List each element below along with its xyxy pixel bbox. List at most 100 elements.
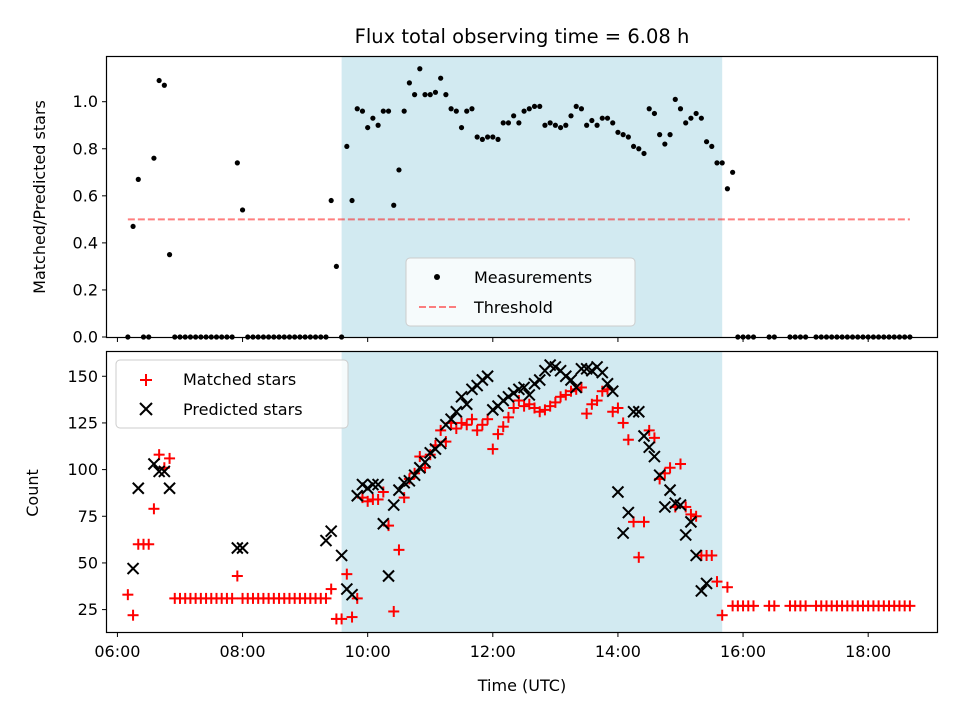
measurement-point <box>693 110 699 117</box>
matched-stars-point <box>612 402 624 414</box>
predicted-stars-point <box>486 403 500 417</box>
predicted-stars-point <box>408 468 421 482</box>
top-ytick-label: 1.0 <box>73 92 98 111</box>
predicted-stars-point <box>465 383 479 396</box>
measurement-point <box>412 92 418 98</box>
predicted-stars-series <box>126 358 713 601</box>
measurement-point <box>396 167 402 173</box>
predicted-stars-point <box>616 526 630 540</box>
matched-stars-point <box>706 549 718 561</box>
measurement-point <box>688 115 694 121</box>
measurement-point <box>516 120 522 126</box>
measurement-point <box>375 122 381 128</box>
predicted-stars-point <box>460 398 473 411</box>
matched-stars-point <box>362 495 374 507</box>
measurement-point <box>370 115 376 121</box>
predicted-stars-point <box>497 394 510 407</box>
bottom-ytick-label: 50 <box>78 553 98 572</box>
matched-stars-point <box>800 600 812 612</box>
predicted-stars-point <box>163 482 176 495</box>
predicted-stars-point <box>392 483 406 497</box>
predicted-stars-point <box>559 370 573 383</box>
predicted-stars-point <box>611 485 625 499</box>
predicted-stars-point <box>622 506 635 519</box>
bottom-legend: Matched stars Predicted stars <box>115 359 349 429</box>
predicted-stars-point <box>377 517 390 530</box>
bottom-ytick-label: 75 <box>78 507 98 526</box>
measurement-point <box>521 108 527 114</box>
measurement-point <box>589 117 595 124</box>
predicted-stars-point <box>502 390 515 404</box>
bottom-y-axis-label: Count <box>23 469 42 517</box>
predicted-stars-point <box>418 455 432 469</box>
predicted-stars-point <box>684 515 698 529</box>
predicted-stars-point <box>570 381 583 394</box>
predicted-stars-point <box>564 373 578 387</box>
measurement-point <box>406 80 412 86</box>
measurement-point <box>135 176 141 182</box>
measurement-point <box>385 108 392 114</box>
top-legend-box <box>405 257 636 327</box>
matched-stars-point <box>388 605 400 617</box>
predicted-stars-point <box>679 528 692 542</box>
measurement-point <box>703 139 710 145</box>
matched-stars-point <box>122 589 134 601</box>
legend-measurements-marker <box>434 274 440 280</box>
predicted-stars-point <box>324 524 338 538</box>
measurement-point <box>380 108 386 114</box>
top-y-axis-label: Matched/Predicted stars <box>30 100 49 294</box>
matched-stars-point <box>231 570 243 582</box>
predicted-stars-point <box>434 437 447 450</box>
predicted-stars-point <box>319 534 333 547</box>
measurement-point <box>599 115 605 121</box>
matched-stars-point <box>226 592 238 604</box>
measurement-point <box>156 77 162 84</box>
predicted-stars-point <box>689 549 703 562</box>
measurement-point <box>573 103 579 110</box>
matched-stars-point <box>492 428 504 440</box>
measurement-point <box>683 120 689 126</box>
measurement-point <box>625 134 631 140</box>
matched-stars-series <box>122 381 916 625</box>
predicted-stars-point <box>147 457 161 471</box>
predicted-stars-point <box>366 478 380 491</box>
measurement-point <box>239 207 246 213</box>
matched-stars-point <box>518 400 530 412</box>
measurement-point <box>672 96 678 102</box>
bottom-xtick-label: 18:00 <box>845 642 891 661</box>
x-axis-label: Time (UTC) <box>477 676 566 695</box>
bottom-ytick-label: 125 <box>67 413 98 432</box>
measurement-point <box>349 197 355 204</box>
measurement-point <box>161 82 167 88</box>
predicted-stars-point <box>700 577 713 590</box>
matched-stars-point <box>127 609 139 621</box>
bottom-xtick-label: 10:00 <box>345 642 391 661</box>
predicted-stars-point <box>345 588 359 601</box>
measurement-point <box>448 106 454 112</box>
legend-predicted-label: Predicted stars <box>183 400 303 419</box>
measurement-point <box>584 122 590 128</box>
measurement-point <box>359 108 366 114</box>
measurement-point <box>615 129 621 135</box>
measurement-point <box>724 186 731 192</box>
measurement-point <box>474 134 480 140</box>
measurement-point <box>495 136 501 142</box>
matched-stars-point <box>456 417 468 429</box>
measurement-point <box>344 143 350 150</box>
top-axes-frame <box>105 55 939 339</box>
predicted-stars-point <box>126 562 140 575</box>
bottom-axes-frame <box>105 350 939 634</box>
measurement-point <box>594 122 600 128</box>
measurement-point <box>166 252 173 258</box>
matched-stars-point <box>143 538 155 550</box>
matched-stars-point <box>419 462 431 474</box>
matched-stars-point <box>716 609 728 621</box>
measurement-point <box>526 106 532 112</box>
predicted-stars-point <box>371 478 385 491</box>
predicted-stars-point <box>653 468 666 482</box>
matched-stars-point <box>638 516 650 528</box>
matched-stars-point <box>320 592 332 604</box>
matched-stars-point <box>461 419 473 431</box>
predicted-stars-point <box>351 489 364 502</box>
measurement-point <box>401 108 407 114</box>
